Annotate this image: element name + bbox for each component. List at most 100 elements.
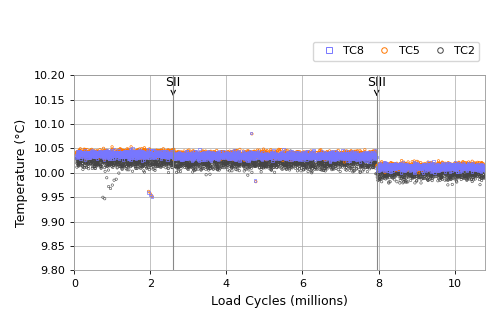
TC2	[276, 161, 284, 166]
TC5	[310, 153, 318, 158]
TC5	[222, 153, 230, 158]
TC5	[480, 162, 488, 168]
TC8	[418, 164, 426, 169]
TC8	[468, 162, 476, 167]
TC8	[151, 153, 159, 159]
TC5	[177, 152, 185, 157]
TC2	[287, 160, 295, 165]
TC5	[104, 150, 112, 155]
TC5	[298, 154, 306, 159]
TC2	[466, 172, 474, 177]
TC5	[212, 153, 220, 159]
TC8	[352, 151, 360, 157]
TC2	[258, 161, 266, 166]
TC2	[302, 156, 310, 161]
TC8	[270, 155, 278, 160]
TC5	[464, 166, 472, 172]
TC5	[204, 150, 212, 155]
TC5	[77, 151, 85, 156]
TC5	[244, 154, 252, 159]
TC8	[110, 152, 118, 157]
TC8	[334, 153, 342, 159]
TC8	[400, 163, 408, 168]
TC2	[161, 157, 169, 162]
TC8	[326, 152, 334, 157]
TC5	[102, 149, 110, 154]
TC8	[260, 154, 268, 159]
TC2	[216, 165, 224, 171]
TC8	[132, 156, 140, 161]
TC5	[358, 157, 366, 162]
TC8	[86, 151, 94, 156]
TC5	[128, 150, 136, 155]
TC5	[168, 152, 176, 157]
TC5	[393, 166, 401, 172]
TC2	[346, 165, 354, 171]
TC5	[212, 150, 220, 155]
TC8	[231, 157, 239, 162]
TC2	[472, 169, 480, 174]
TC8	[230, 148, 237, 153]
TC5	[204, 151, 212, 156]
TC5	[84, 154, 92, 159]
TC2	[263, 162, 271, 168]
TC5	[255, 152, 263, 157]
TC5	[398, 165, 406, 170]
TC5	[294, 156, 302, 161]
TC5	[114, 152, 122, 158]
TC5	[401, 162, 409, 167]
TC8	[436, 165, 444, 171]
TC5	[417, 166, 425, 171]
TC2	[366, 159, 374, 164]
TC8	[85, 154, 93, 159]
TC5	[444, 166, 452, 172]
TC5	[314, 153, 322, 159]
TC5	[300, 149, 308, 154]
TC5	[319, 155, 327, 160]
TC2	[476, 172, 484, 177]
TC8	[128, 152, 136, 157]
TC8	[283, 152, 291, 158]
TC8	[448, 164, 456, 169]
TC2	[267, 159, 275, 164]
TC2	[440, 169, 448, 174]
TC5	[124, 150, 132, 155]
TC8	[408, 163, 416, 169]
TC5	[400, 165, 407, 170]
TC2	[158, 155, 166, 161]
TC8	[438, 164, 446, 170]
TC5	[342, 156, 350, 162]
TC8	[368, 153, 376, 158]
TC5	[226, 149, 234, 154]
TC2	[283, 161, 291, 166]
TC2	[172, 164, 180, 170]
TC2	[452, 178, 460, 183]
TC5	[470, 164, 478, 169]
TC5	[391, 164, 399, 169]
TC8	[152, 149, 160, 154]
TC8	[426, 164, 434, 169]
TC5	[156, 149, 164, 154]
TC8	[222, 152, 230, 157]
TC5	[118, 149, 126, 154]
TC5	[183, 152, 191, 157]
TC8	[407, 166, 415, 171]
TC5	[330, 154, 338, 159]
TC8	[418, 168, 426, 173]
TC5	[430, 162, 438, 167]
TC5	[316, 152, 324, 158]
TC8	[250, 156, 258, 161]
TC8	[405, 165, 413, 170]
TC5	[216, 152, 224, 157]
TC5	[175, 151, 183, 156]
TC8	[332, 154, 340, 159]
TC2	[155, 162, 163, 168]
TC2	[406, 171, 413, 176]
TC5	[478, 165, 486, 170]
TC2	[257, 169, 265, 174]
TC2	[362, 162, 370, 168]
TC8	[100, 149, 108, 154]
TC2	[452, 172, 460, 178]
TC5	[464, 163, 472, 168]
TC8	[303, 153, 311, 159]
